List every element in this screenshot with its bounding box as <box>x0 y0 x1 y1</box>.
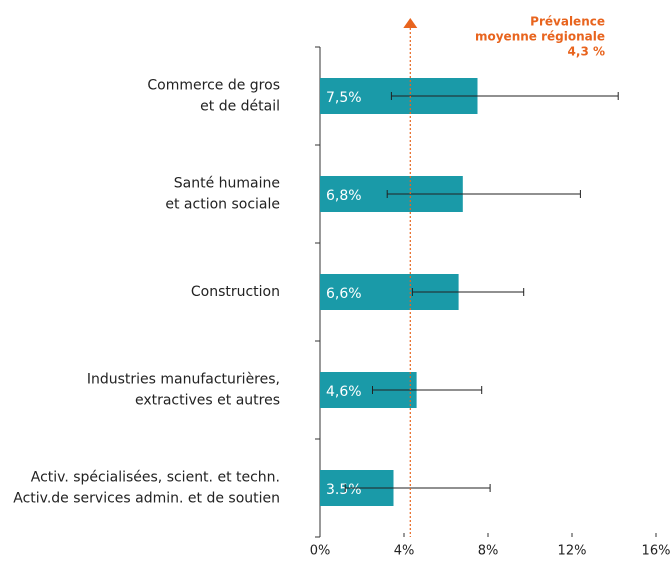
x-tick-label: 16% <box>642 544 671 559</box>
reference-arrow <box>403 18 418 28</box>
category-label: Activ. spécialisées, scient. et techn. <box>31 470 280 486</box>
value-label: 4,6% <box>326 384 362 400</box>
x-tick-label: 8% <box>478 544 499 559</box>
value-label: 3.5% <box>326 482 362 498</box>
reference-label: 4,3 % <box>568 45 605 59</box>
x-tick-label: 0% <box>310 544 331 559</box>
category-label: Construction <box>191 284 280 300</box>
value-label: 7,5% <box>326 90 362 106</box>
category-label: Activ.de services admin. et de soutien <box>13 491 280 507</box>
category-label: et de détail <box>200 99 280 115</box>
value-label: 6,6% <box>326 286 362 302</box>
category-label: extractives et autres <box>135 393 280 409</box>
reference-label: Prévalence <box>530 15 605 29</box>
category-label: Industries manufacturières, <box>87 372 280 388</box>
x-tick-label: 12% <box>558 544 587 559</box>
category-label: Commerce de gros <box>147 78 280 94</box>
reference-label: moyenne régionale <box>475 30 605 44</box>
category-label: Santé humaine <box>174 176 280 192</box>
value-label: 6,8% <box>326 188 362 204</box>
category-label: et action sociale <box>165 197 280 213</box>
x-tick-label: 4% <box>394 544 415 559</box>
